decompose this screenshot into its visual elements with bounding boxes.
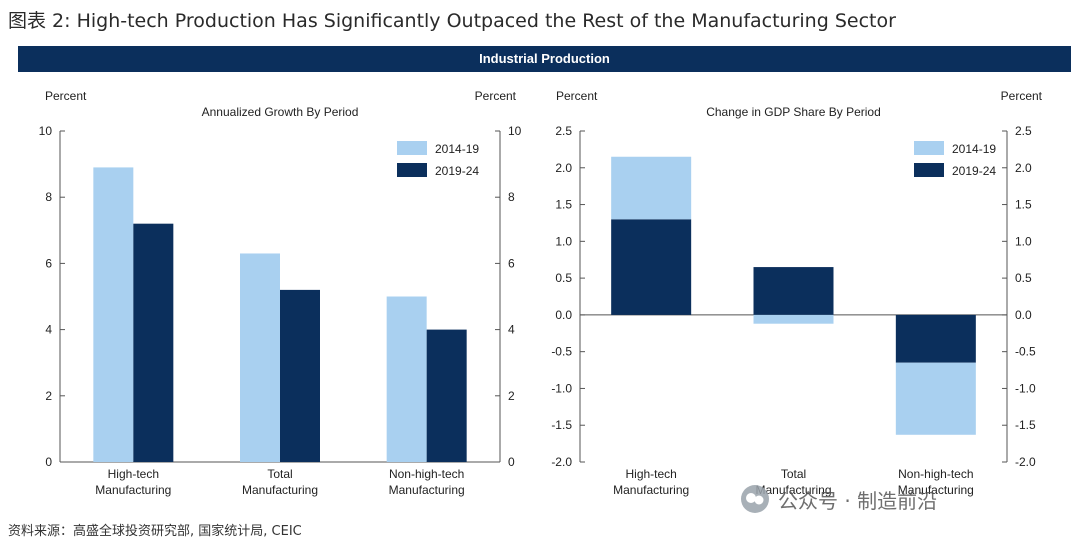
growth-bar-chart: Percent Percent Annualized Growth By Perio… bbox=[39, 89, 522, 497]
y-tick-label-left: 0.0 bbox=[555, 308, 572, 322]
y-tick-label-right: -1.0 bbox=[1015, 381, 1036, 395]
gdp-share-chart-panel: Percent Percent Change in GDP Share By Per… bbox=[540, 80, 1080, 510]
y-tick-label-right: 2 bbox=[508, 389, 515, 403]
x-tick-label: Manufacturing bbox=[95, 483, 171, 497]
bar-2019-24 bbox=[133, 223, 174, 462]
legend-label: 2014-19 bbox=[435, 142, 479, 156]
y-tick-label-right: 8 bbox=[508, 190, 515, 204]
bar-2014-19 bbox=[611, 156, 692, 220]
bar-2019-24 bbox=[426, 329, 467, 462]
x-tick-label: Manufacturing bbox=[389, 483, 465, 497]
x-tick-label: Non-high-tech bbox=[898, 467, 973, 481]
y-tick-label-right: 1.0 bbox=[1015, 234, 1032, 248]
y-axis-label-right: Percent bbox=[1001, 89, 1043, 103]
y-tick-label-right: 10 bbox=[508, 124, 522, 138]
gdp-share-stacked-bar-chart: Percent Percent Change in GDP Share By Per… bbox=[551, 89, 1043, 497]
watermark: 公众号 · 制造前沿 bbox=[740, 482, 937, 516]
bar-2014-19 bbox=[386, 296, 427, 462]
growth-chart-panel: Percent Percent Annualized Growth By Perio… bbox=[0, 80, 540, 510]
x-tick-label: Manufacturing bbox=[755, 483, 831, 497]
y-tick-label-left: -1.0 bbox=[551, 381, 572, 395]
y-tick-label-left: 0 bbox=[45, 455, 52, 469]
y-tick-label-left: 4 bbox=[45, 323, 52, 337]
y-tick-label-left: -0.5 bbox=[551, 345, 572, 359]
y-tick-label-right: -1.5 bbox=[1015, 418, 1036, 432]
y-axis-label-left: Percent bbox=[45, 89, 87, 103]
y-tick-label-right: 6 bbox=[508, 256, 515, 270]
legend-label: 2019-24 bbox=[435, 164, 479, 178]
bar-2014-19 bbox=[753, 314, 834, 324]
bar-2019-24 bbox=[611, 219, 692, 315]
y-tick-label-right: 2.0 bbox=[1015, 161, 1032, 175]
legend-label: 2014-19 bbox=[952, 142, 996, 156]
x-tick-label: High-tech bbox=[108, 467, 159, 481]
y-tick-label-left: -1.5 bbox=[551, 418, 572, 432]
y-tick-label-left: 0.5 bbox=[555, 271, 572, 285]
x-tick-label: Manufacturing bbox=[613, 483, 689, 497]
x-tick-label: Manufacturing bbox=[242, 483, 318, 497]
bar-2019-24 bbox=[895, 314, 976, 363]
x-tick-label: High-tech bbox=[625, 467, 676, 481]
x-tick-label: Manufacturing bbox=[898, 483, 974, 497]
y-tick-label-right: 0.5 bbox=[1015, 271, 1032, 285]
y-tick-label-left: 2 bbox=[45, 389, 52, 403]
bar-2019-24 bbox=[280, 289, 320, 462]
bar-2014-19 bbox=[895, 362, 976, 435]
y-tick-label-left: 10 bbox=[39, 124, 53, 138]
y-tick-label-right: 1.5 bbox=[1015, 198, 1032, 212]
figure-title: 图表 2: High-tech Production Has Significa… bbox=[8, 10, 896, 32]
y-tick-label-right: -0.5 bbox=[1015, 345, 1036, 359]
y-tick-label-left: 2.0 bbox=[555, 161, 572, 175]
x-tick-label: Total bbox=[781, 467, 806, 481]
y-tick-label-right: -2.0 bbox=[1015, 455, 1036, 469]
y-tick-label-right: 4 bbox=[508, 323, 515, 337]
bar-2014-19 bbox=[93, 167, 134, 462]
chart-title: Annualized Growth By Period bbox=[202, 105, 359, 119]
x-tick-label: Non-high-tech bbox=[389, 467, 464, 481]
source-note: 资料来源：高盛全球投资研究部, 国家统计局, CEIC bbox=[8, 524, 302, 539]
y-axis-label-right: Percent bbox=[475, 89, 517, 103]
x-tick-label: Total bbox=[267, 467, 292, 481]
chart-title: Change in GDP Share By Period bbox=[706, 105, 881, 119]
y-tick-label-right: 0.0 bbox=[1015, 308, 1032, 322]
y-axis-label-left: Percent bbox=[556, 89, 598, 103]
y-tick-label-left: -2.0 bbox=[551, 455, 572, 469]
legend-label: 2019-24 bbox=[952, 164, 996, 178]
legend-swatch-2019-24 bbox=[914, 163, 944, 177]
legend-swatch-2014-19 bbox=[397, 141, 427, 155]
section-banner: Industrial Production bbox=[18, 46, 1071, 72]
y-tick-label-left: 2.5 bbox=[555, 124, 572, 138]
y-tick-label-left: 1.5 bbox=[555, 198, 572, 212]
y-tick-label-left: 1.0 bbox=[555, 234, 572, 248]
y-tick-label-left: 8 bbox=[45, 190, 52, 204]
wechat-icon bbox=[741, 485, 769, 513]
legend-swatch-2014-19 bbox=[914, 141, 944, 155]
y-tick-label-right: 0 bbox=[508, 455, 515, 469]
y-tick-label-right: 2.5 bbox=[1015, 124, 1032, 138]
bar-2019-24 bbox=[753, 267, 834, 315]
watermark-text: 公众号 · 制造前沿 bbox=[778, 488, 938, 513]
y-tick-label-left: 6 bbox=[45, 256, 52, 270]
legend-swatch-2019-24 bbox=[397, 163, 427, 177]
bar-2014-19 bbox=[240, 253, 280, 462]
